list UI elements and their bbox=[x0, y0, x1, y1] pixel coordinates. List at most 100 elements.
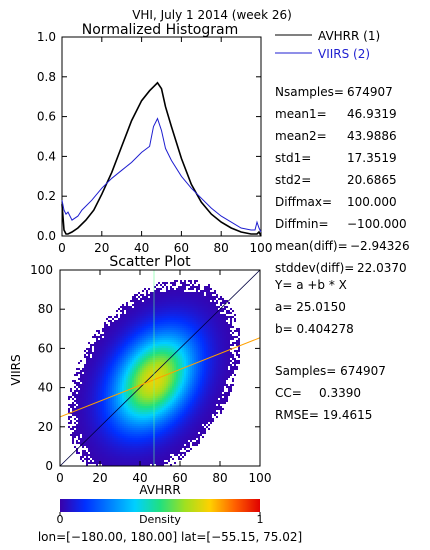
density-cell bbox=[150, 410, 152, 412]
density-cell bbox=[196, 432, 198, 434]
density-cell bbox=[176, 442, 178, 444]
density-cell bbox=[112, 438, 114, 440]
density-cell bbox=[106, 380, 108, 382]
density-cell bbox=[104, 352, 106, 354]
density-cell bbox=[90, 348, 92, 350]
density-cell bbox=[132, 344, 134, 346]
density-cell bbox=[172, 288, 174, 290]
density-cell bbox=[120, 434, 122, 436]
density-cell bbox=[96, 422, 98, 424]
density-cell bbox=[120, 452, 122, 454]
density-cell bbox=[108, 440, 110, 442]
density-cell bbox=[122, 316, 124, 318]
density-cell bbox=[100, 370, 102, 372]
density-cell bbox=[98, 396, 100, 398]
density-cell bbox=[172, 304, 174, 306]
density-cell bbox=[128, 376, 130, 378]
density-cell bbox=[200, 322, 202, 324]
density-cell bbox=[166, 304, 168, 306]
density-cell bbox=[180, 318, 182, 320]
density-cell bbox=[112, 462, 114, 464]
density-cell bbox=[168, 316, 170, 318]
density-cell bbox=[128, 446, 130, 448]
density-cell bbox=[174, 374, 176, 376]
density-cell bbox=[150, 330, 152, 332]
density-cell bbox=[118, 390, 120, 392]
density-cell bbox=[192, 384, 194, 386]
density-cell bbox=[102, 358, 104, 360]
density-cell bbox=[128, 436, 130, 438]
density-cell bbox=[100, 414, 102, 416]
density-cell bbox=[116, 348, 118, 350]
density-cell bbox=[182, 440, 184, 442]
density-cell bbox=[134, 462, 136, 464]
density-cell bbox=[182, 446, 184, 448]
density-cell bbox=[112, 344, 114, 346]
density-cell bbox=[126, 390, 128, 392]
density-cell bbox=[156, 402, 158, 404]
density-cell bbox=[116, 382, 118, 384]
density-cell bbox=[120, 444, 122, 446]
density-cell bbox=[150, 318, 152, 320]
density-cell bbox=[136, 324, 138, 326]
density-cell bbox=[168, 398, 170, 400]
density-cell bbox=[92, 424, 94, 426]
density-cell bbox=[144, 374, 146, 376]
density-cell bbox=[160, 404, 162, 406]
density-cell bbox=[166, 446, 168, 448]
density-cell bbox=[174, 404, 176, 406]
density-cell bbox=[174, 358, 176, 360]
density-cell bbox=[138, 334, 140, 336]
density-cell bbox=[128, 430, 130, 432]
density-cell bbox=[202, 356, 204, 358]
density-cell bbox=[112, 332, 114, 334]
density-cell bbox=[158, 374, 160, 376]
density-cell bbox=[124, 348, 126, 350]
density-cell bbox=[146, 448, 148, 450]
density-cell bbox=[192, 432, 194, 434]
density-cell bbox=[72, 442, 74, 444]
density-cell bbox=[112, 446, 114, 448]
density-cell bbox=[174, 452, 176, 454]
density-cell bbox=[114, 320, 116, 322]
density-cell bbox=[164, 324, 166, 326]
density-cell bbox=[116, 438, 118, 440]
density-cell bbox=[202, 430, 204, 432]
density-cell bbox=[162, 440, 164, 442]
density-cell bbox=[180, 392, 182, 394]
density-cell bbox=[140, 356, 142, 358]
density-cell bbox=[156, 290, 158, 292]
density-cell bbox=[180, 416, 182, 418]
density-cell bbox=[72, 436, 74, 438]
density-cell bbox=[156, 342, 158, 344]
density-cell bbox=[136, 442, 138, 444]
density-cell bbox=[184, 358, 186, 360]
density-cell bbox=[102, 370, 104, 372]
density-cell bbox=[202, 354, 204, 356]
density-cell bbox=[96, 356, 98, 358]
density-cell bbox=[140, 388, 142, 390]
density-cell bbox=[148, 382, 150, 384]
density-cell bbox=[96, 376, 98, 378]
density-cell bbox=[162, 392, 164, 394]
density-cell bbox=[164, 370, 166, 372]
density-cell bbox=[124, 398, 126, 400]
density-cell bbox=[146, 370, 148, 372]
density-cell bbox=[150, 440, 152, 442]
density-cell bbox=[172, 430, 174, 432]
density-cell bbox=[196, 408, 198, 410]
density-cell bbox=[114, 336, 116, 338]
density-cell bbox=[202, 338, 204, 340]
density-cell bbox=[80, 430, 82, 432]
density-cell bbox=[102, 330, 104, 332]
density-cell bbox=[200, 374, 202, 376]
density-cell bbox=[98, 394, 100, 396]
density-cell bbox=[112, 422, 114, 424]
density-cell bbox=[110, 324, 112, 326]
density-cell bbox=[86, 462, 88, 464]
density-cell bbox=[196, 338, 198, 340]
density-cell bbox=[98, 386, 100, 388]
density-cell bbox=[166, 398, 168, 400]
density-cell bbox=[134, 404, 136, 406]
